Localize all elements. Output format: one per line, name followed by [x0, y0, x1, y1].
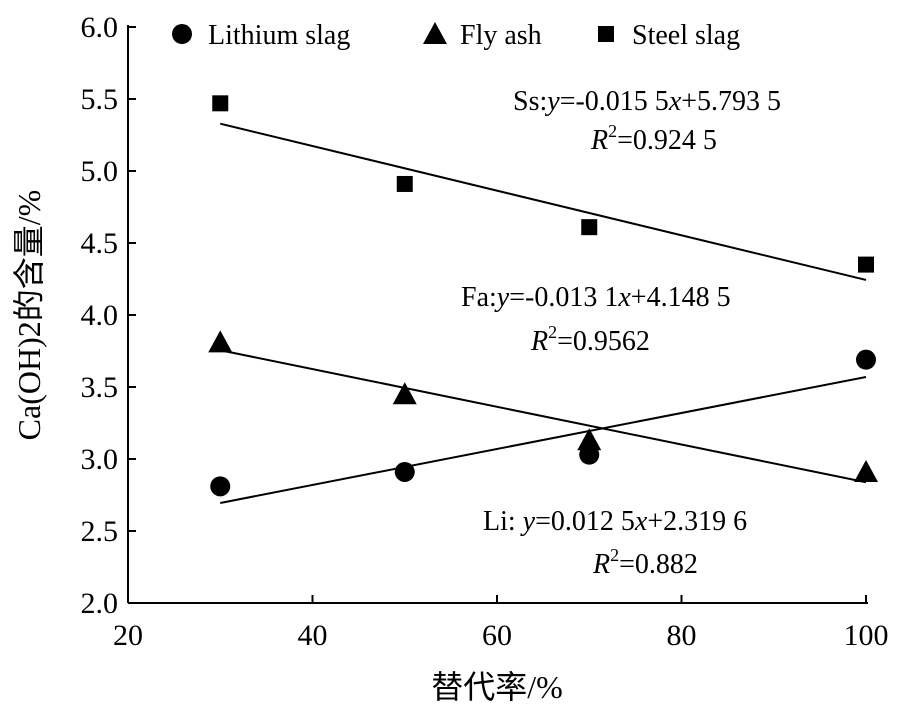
- fit-lines: [220, 122, 867, 504]
- equation-part: +5.793 5: [681, 86, 781, 117]
- legend-label: Fly ash: [460, 20, 542, 51]
- y-tick-label: 4.0: [81, 299, 119, 332]
- y-tick-label: 4.5: [81, 227, 119, 260]
- data-point-square: [396, 175, 413, 192]
- y-tick-label: 6.0: [81, 11, 119, 44]
- equation-part: y: [494, 282, 510, 313]
- equation-part: =-0.013 1: [509, 282, 618, 313]
- legend-label: Lithium slag: [208, 20, 350, 51]
- x-ticks: 20 40 60 80 100: [113, 595, 889, 652]
- equation-part: =0.012 5: [535, 506, 635, 537]
- equation-part: x: [634, 506, 648, 537]
- legend-item: Fly ash: [423, 20, 542, 51]
- y-tick-label: 3.5: [81, 371, 119, 404]
- data-point-circle: [394, 461, 415, 482]
- x-tick-label: 20: [113, 619, 143, 652]
- equation-part: x: [668, 86, 682, 117]
- data-point-circle: [856, 349, 876, 370]
- x-tick-label: 60: [482, 619, 512, 652]
- regression-equation: Fa:y=-0.013 1x+4.148 5: [461, 282, 731, 313]
- equation-part: +2.319 6: [647, 506, 747, 537]
- equation-part: Fa:: [461, 282, 497, 313]
- fit-line-triangle: [220, 349, 867, 484]
- r-value: =0.9562: [557, 326, 650, 357]
- equation-part: Li:: [483, 506, 523, 537]
- data-point-triangle: [208, 330, 233, 353]
- fit-line-square: [220, 122, 867, 281]
- equation-part: =-0.015 5: [560, 86, 669, 117]
- y-tick-label: 5.5: [81, 83, 119, 116]
- regression-equation: Li: y=0.012 5x+2.319 6: [483, 506, 747, 537]
- data-point-triangle: [392, 382, 417, 405]
- data-point-circle: [210, 476, 231, 497]
- legend-marker-triangle: [423, 22, 447, 44]
- r-symbol: R: [530, 326, 548, 357]
- x-tick-label: 40: [298, 619, 328, 652]
- regression-equation: Ss:y=-0.015 5x+5.793 5: [513, 86, 781, 117]
- data-points: [208, 95, 878, 497]
- axes: 20 40 60 80 100 2.0 2.5 3.0 3.5 4.0 4.5 5.0 5.5 6.0: [81, 11, 889, 652]
- legend-item: Lithium slag: [172, 20, 350, 51]
- legend-marker-square: [598, 26, 614, 42]
- r-squared: R2=0.9562: [530, 322, 650, 357]
- equation-part: +4.148 5: [631, 282, 731, 313]
- x-axis-title: 替代率/%: [431, 669, 563, 705]
- equation-part: Ss:: [513, 86, 547, 117]
- y-tick-label: 5.0: [81, 155, 119, 188]
- data-point-square: [581, 219, 598, 236]
- fit-line-circle: [220, 375, 867, 504]
- equation-part: y: [520, 506, 536, 537]
- equations: Li: y=0.012 5x+2.319 6R2=0.882Fa:y=-0.01…: [461, 86, 781, 580]
- legend: Lithium slag Fly ash Steel slag: [172, 20, 740, 51]
- data-point-square: [212, 95, 229, 112]
- r-value: =0.882: [619, 549, 698, 580]
- data-point-square: [858, 256, 874, 273]
- equation-part: x: [617, 282, 631, 313]
- y-tick-label: 2.5: [81, 515, 119, 548]
- r-symbol: R: [590, 125, 608, 156]
- x-tick-label: 100: [844, 619, 889, 652]
- r-superscript: 2: [548, 322, 557, 342]
- y-ticks: 2.0 2.5 3.0 3.5 4.0 4.5 5.0 5.5 6.0: [81, 11, 136, 620]
- data-point-triangle: [854, 459, 878, 482]
- r-symbol: R: [592, 549, 610, 580]
- legend-marker-circle: [172, 24, 192, 44]
- legend-item: Steel slag: [598, 20, 740, 51]
- y-axis-title: Ca(OH)2的含量/%: [11, 190, 47, 441]
- equation-part: y: [544, 86, 560, 117]
- y-tick-label: 2.0: [81, 587, 119, 620]
- r-value: =0.924 5: [617, 125, 717, 156]
- data-point-triangle: [577, 428, 602, 451]
- r-superscript: 2: [610, 545, 619, 565]
- legend-label: Steel slag: [632, 20, 740, 51]
- x-tick-label: 80: [667, 619, 697, 652]
- r-squared: R2=0.882: [592, 545, 698, 580]
- y-tick-label: 3.0: [81, 443, 119, 476]
- r-squared: R2=0.924 5: [590, 121, 717, 156]
- r-superscript: 2: [608, 121, 617, 141]
